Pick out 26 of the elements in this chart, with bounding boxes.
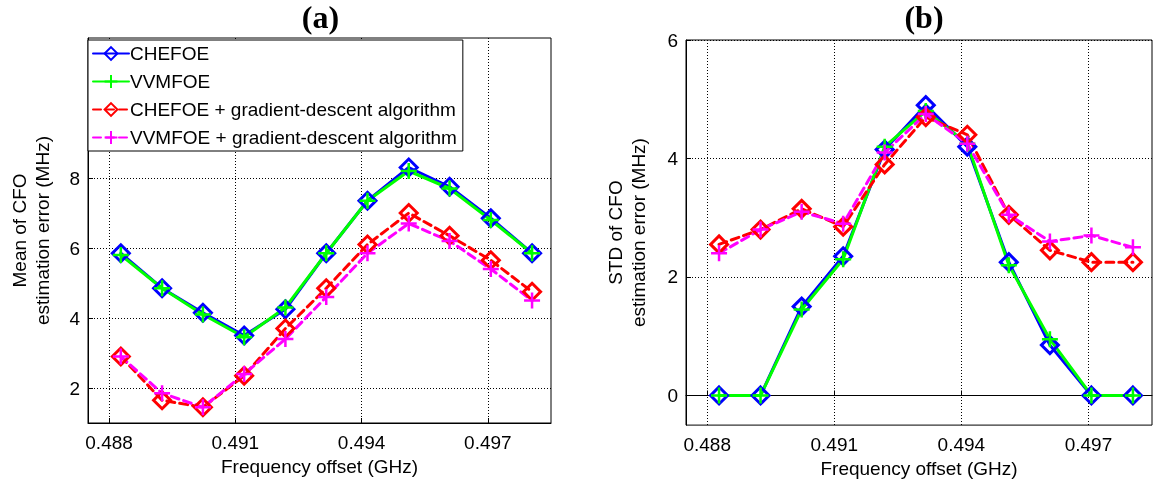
x-axis-title: Frequency offset (GHz) xyxy=(220,455,419,477)
x-axis-title: Frequency offset (GHz) xyxy=(820,458,1018,479)
chart-title: (a) xyxy=(301,0,340,35)
y-tick-label: 8 xyxy=(69,167,80,189)
y-tick-label: 2 xyxy=(69,377,80,399)
y-axis-title: Mean of CFO estimation error (MHz) xyxy=(9,136,53,325)
x-tick-label: 0.494 xyxy=(937,434,986,456)
y-axis-title: STD of CFO estimation error (MHz) xyxy=(605,138,649,328)
x-tick-label: 0.491 xyxy=(211,432,260,453)
y-tick-label: 2 xyxy=(667,266,678,288)
legend-label: VVMFOE + gradient-descent algorithm xyxy=(130,127,457,148)
y-tick-label: 6 xyxy=(69,237,80,259)
y-tick-label: 6 xyxy=(667,29,678,51)
legend-label: CHEFOE + gradient-descent algorithm xyxy=(130,99,456,120)
x-tick-label: 0.497 xyxy=(464,432,512,453)
x-tick-label: 0.488 xyxy=(85,432,133,453)
legend-label: CHEFOE xyxy=(130,43,210,64)
x-tick-label: 0.491 xyxy=(810,434,859,456)
y-tick-label: 0 xyxy=(667,384,678,406)
legend-label: VVMFOE xyxy=(130,71,211,92)
x-tick-label: 0.488 xyxy=(683,434,731,456)
y-tick-label: 4 xyxy=(69,307,81,329)
x-tick-label: 0.494 xyxy=(337,432,386,453)
chart-title: (b) xyxy=(904,0,944,35)
y-tick-label: 4 xyxy=(667,147,679,169)
x-tick-label: 0.497 xyxy=(1064,434,1113,456)
